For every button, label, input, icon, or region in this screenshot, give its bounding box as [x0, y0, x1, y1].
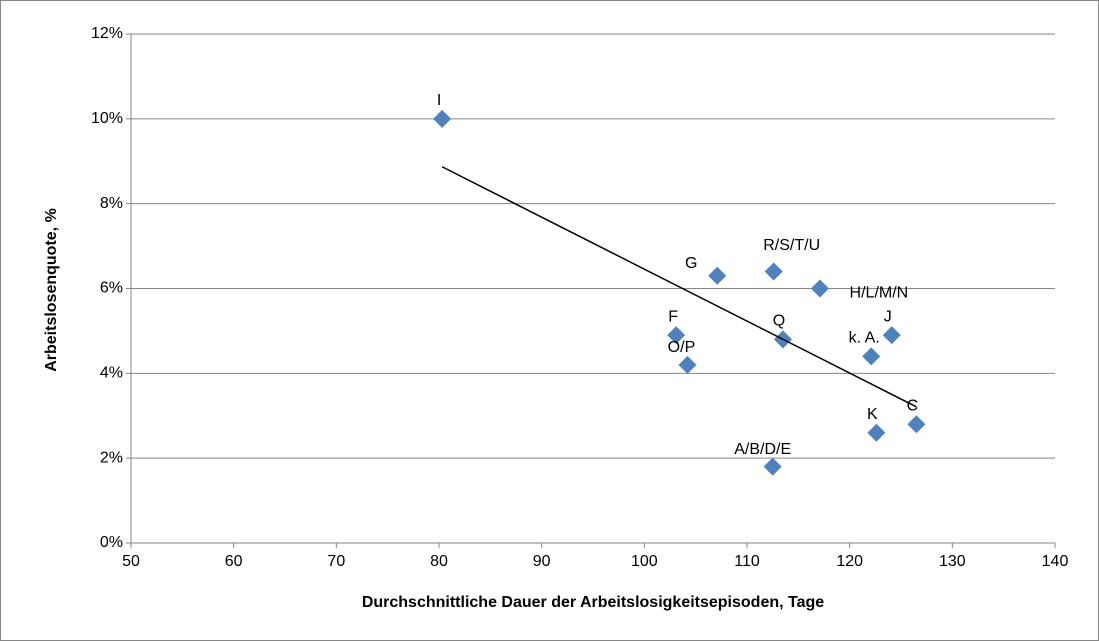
- y-tick-label: 10%: [91, 110, 123, 127]
- point: [867, 423, 886, 442]
- point-label: C: [907, 397, 919, 414]
- point: [882, 326, 901, 345]
- x-tick-label: 70: [327, 553, 345, 570]
- point-label: F: [668, 308, 678, 325]
- point-label: H/L/M/N: [850, 285, 909, 302]
- y-tick-label: 2%: [100, 449, 123, 466]
- point-label: I: [437, 92, 441, 109]
- x-tick-label: 50: [122, 553, 140, 570]
- point: [810, 279, 829, 298]
- x-tick-label: 80: [430, 553, 448, 570]
- point: [667, 326, 686, 345]
- x-tick-label: 60: [225, 553, 243, 570]
- y-tick-label: 8%: [100, 195, 123, 212]
- x-axis-title: Durchschnittliche Dauer der Arbeitslosig…: [362, 594, 824, 611]
- x-tick-label: 90: [533, 553, 551, 570]
- trendline: [441, 166, 917, 408]
- point-label: A/B/D/E: [734, 441, 791, 458]
- point-label: R/S/T/U: [763, 237, 820, 254]
- point-label: K: [867, 406, 878, 423]
- point: [433, 109, 452, 128]
- point-label: G: [685, 255, 697, 272]
- point-label: O/P: [668, 339, 696, 356]
- point: [764, 262, 783, 281]
- point-label: k. A.: [849, 330, 880, 347]
- x-tick-label: 120: [836, 553, 863, 570]
- x-tick-label: 100: [631, 553, 658, 570]
- point: [708, 266, 727, 285]
- point: [907, 415, 926, 434]
- y-tick-label: 12%: [91, 25, 123, 42]
- y-axis-title: Arbeitslosenquote, %: [43, 208, 60, 372]
- point-label: Q: [773, 313, 785, 330]
- point-label: J: [884, 308, 892, 325]
- x-tick-label: 110: [734, 553, 760, 570]
- y-tick-label: 0%: [100, 534, 123, 551]
- point: [678, 355, 697, 374]
- x-tick-label: 140: [1042, 553, 1069, 570]
- point: [763, 457, 782, 476]
- y-tick-label: 4%: [100, 365, 123, 382]
- y-tick-label: 6%: [100, 280, 123, 297]
- x-tick-label: 130: [939, 553, 966, 570]
- point: [862, 347, 881, 366]
